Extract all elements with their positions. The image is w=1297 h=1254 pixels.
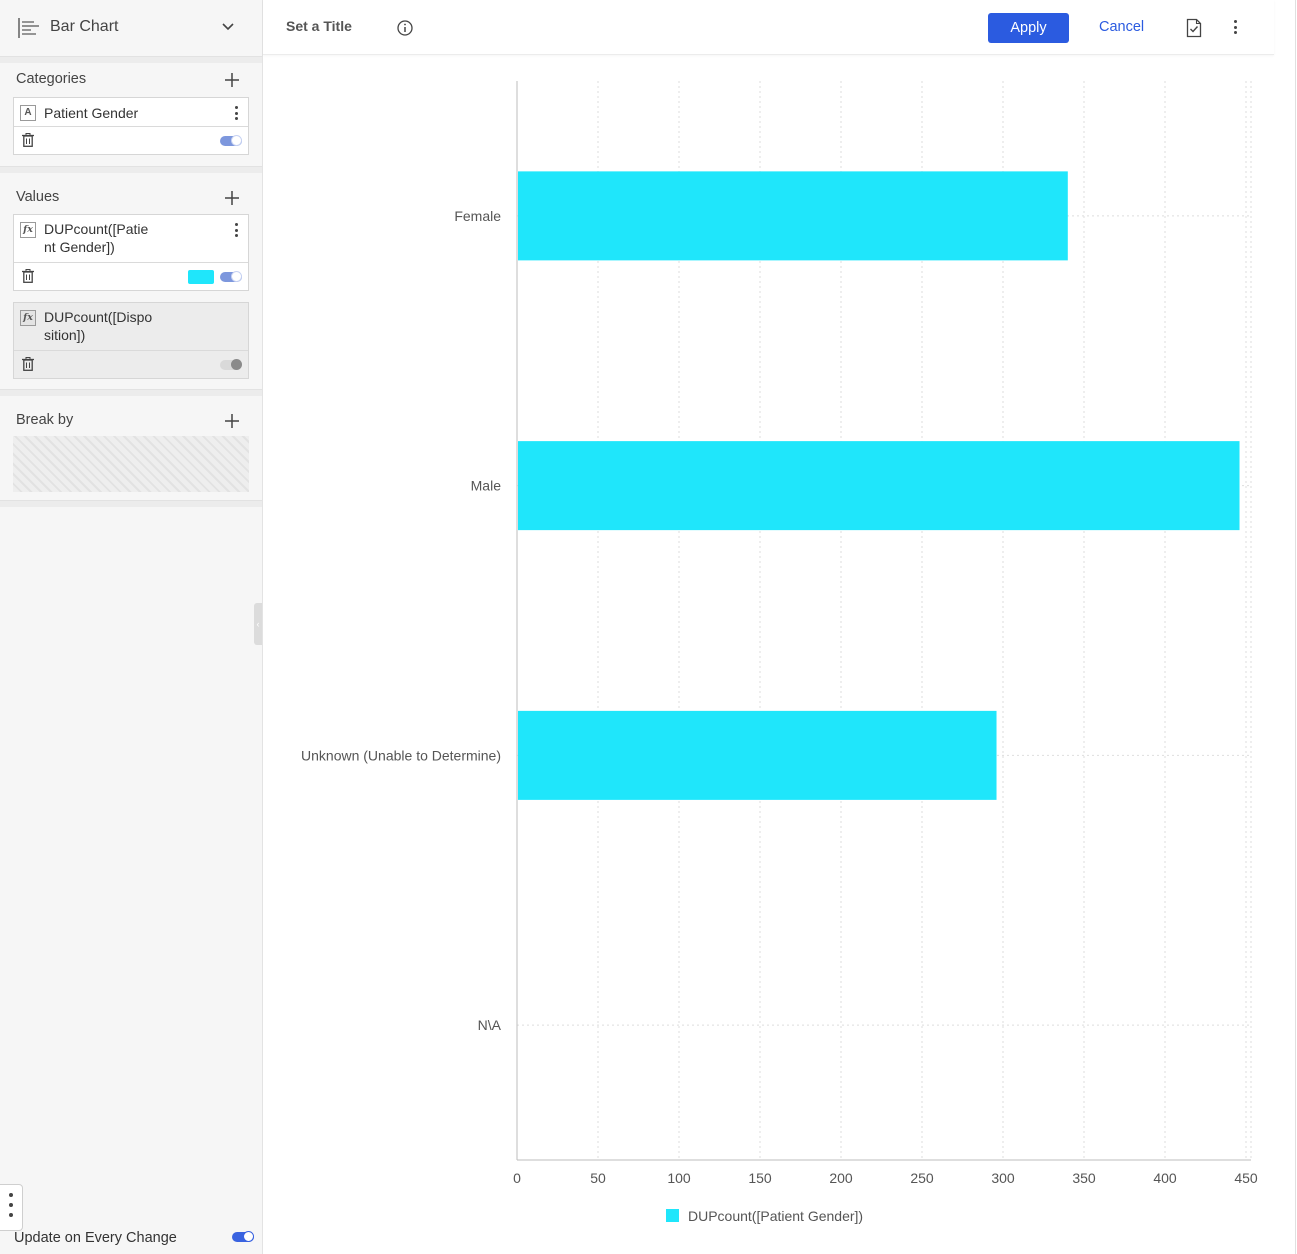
value-field-name-line2: nt Gender]) — [44, 239, 115, 255]
widget-title[interactable]: Set a Title — [286, 18, 352, 34]
info-icon[interactable] — [397, 20, 413, 36]
category-field-name: Patient Gender — [44, 105, 139, 121]
add-break-by-button[interactable] — [224, 413, 240, 429]
category-label: N\A — [478, 1017, 502, 1033]
break-by-title: Break by — [16, 412, 74, 428]
apply-button[interactable]: Apply — [988, 13, 1069, 43]
series-color-swatch[interactable] — [188, 270, 214, 284]
x-tick-label: 50 — [590, 1170, 606, 1186]
category-label: Male — [471, 478, 502, 494]
value-field-name-line2: sition]) — [44, 327, 86, 343]
category-label: Unknown (Unable to Determine) — [301, 747, 501, 763]
chart-type-label: Bar Chart — [50, 18, 119, 35]
field-menu-icon[interactable] — [235, 223, 239, 240]
value-field-name: DUPcount([Patie nt Gender]) — [44, 220, 194, 256]
sidebar: Bar Chart Categories A Patient Gender — [0, 0, 263, 1254]
chart-type-selector[interactable]: Bar Chart — [0, 0, 262, 56]
trash-icon[interactable] — [22, 269, 34, 283]
value-enabled-toggle[interactable] — [220, 271, 242, 282]
text-type-icon: A — [20, 105, 36, 121]
bar-female — [518, 171, 1068, 261]
value-field-card[interactable]: fx DUPcount([Patie nt Gender]) — [13, 214, 249, 291]
widget-toolbar: Set a Title Apply Cancel — [263, 0, 1274, 55]
category-enabled-toggle[interactable] — [220, 135, 242, 146]
add-value-button[interactable] — [224, 190, 240, 206]
collapse-panel-handle[interactable]: ‹ — [254, 603, 262, 645]
category-label: Female — [454, 208, 501, 224]
bar-chart: Female Male Unknown (Unable to Determine) N… — [301, 81, 1258, 1186]
update-on-change-label: Update on Every Change — [14, 1230, 177, 1246]
cancel-button[interactable]: Cancel — [1099, 19, 1145, 35]
categories-title: Categories — [16, 71, 87, 87]
x-tick-label: 250 — [910, 1170, 934, 1186]
value-enabled-toggle[interactable] — [220, 359, 242, 370]
bar-unknown-unable-to-determine — [518, 710, 997, 800]
x-tick-label: 150 — [748, 1170, 772, 1186]
more-menu-icon[interactable] — [1234, 20, 1238, 37]
bar-male — [518, 441, 1240, 531]
formula-icon: fx — [20, 222, 36, 238]
legend-swatch — [666, 1209, 679, 1222]
update-on-change-toggle[interactable] — [232, 1231, 254, 1242]
section-divider — [0, 389, 262, 396]
field-menu-icon[interactable] — [235, 106, 239, 123]
x-tick-label: 100 — [667, 1170, 691, 1186]
section-divider — [0, 166, 262, 173]
x-tick-label: 450 — [1234, 1170, 1258, 1186]
value-field-name-line1: DUPcount([Dispo — [44, 309, 153, 325]
x-tick-label: 0 — [513, 1170, 521, 1186]
values-title: Values — [16, 189, 60, 205]
section-divider — [0, 56, 262, 63]
legend-label: DUPcount([Patient Gender]) — [688, 1208, 864, 1224]
chevron-down-icon[interactable] — [221, 20, 235, 34]
x-tick-label: 350 — [1072, 1170, 1096, 1186]
value-field-card-disabled[interactable]: fx DUPcount([Dispo sition]) — [13, 302, 249, 379]
value-field-name: DUPcount([Dispo sition]) — [44, 308, 194, 344]
right-edge-border — [1295, 0, 1296, 1254]
break-by-dropzone[interactable] — [13, 436, 249, 492]
category-field-card[interactable]: A Patient Gender — [13, 97, 249, 155]
x-tick-label: 200 — [829, 1170, 853, 1186]
bar-chart-icon — [18, 18, 39, 38]
section-divider — [0, 500, 262, 507]
x-tick-label: 300 — [991, 1170, 1015, 1186]
document-check-icon[interactable] — [1186, 18, 1202, 38]
formula-icon: fx — [20, 310, 36, 326]
more-options-handle[interactable] — [0, 1184, 23, 1231]
add-category-button[interactable] — [224, 72, 240, 88]
trash-icon[interactable] — [22, 357, 34, 371]
trash-icon[interactable] — [22, 133, 34, 147]
x-tick-label: 400 — [1153, 1170, 1177, 1186]
value-field-name-line1: DUPcount([Patie — [44, 221, 149, 237]
